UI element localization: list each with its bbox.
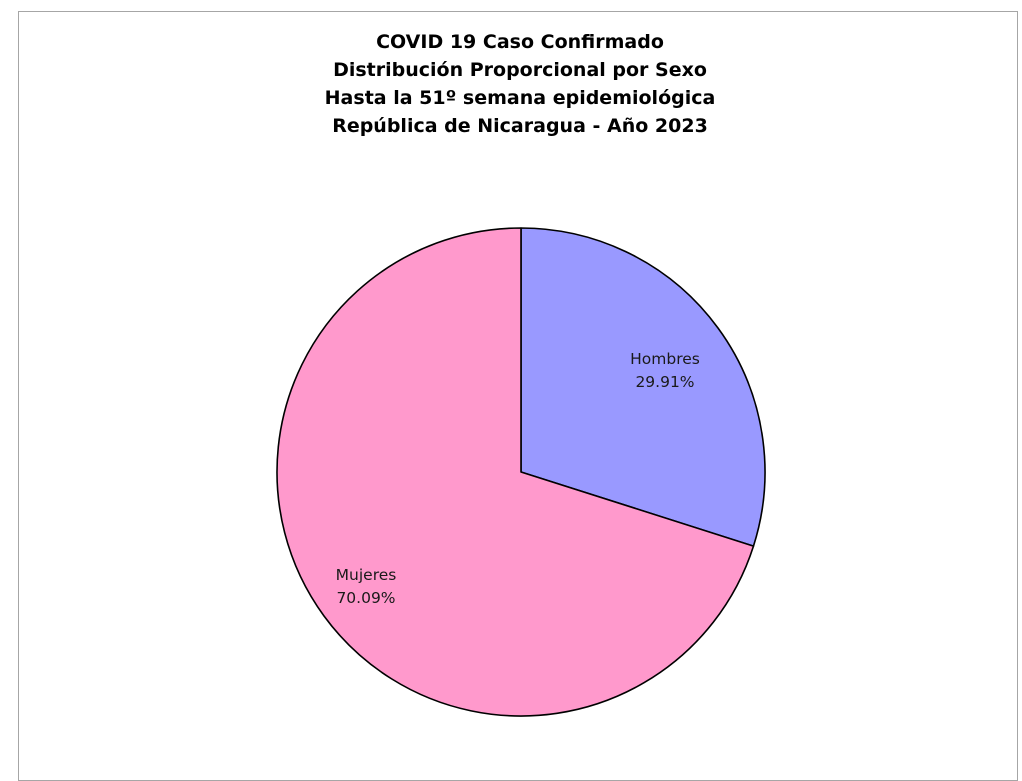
slice-label-value: 70.09%	[336, 589, 395, 607]
chart-title-line-2: Distribución Proporcional por Sexo	[333, 59, 707, 81]
slice-label-name: Mujeres	[336, 566, 397, 584]
slice-label-mujeres: Mujeres 70.09%	[336, 566, 397, 607]
pie-slice-hombres	[520, 227, 766, 547]
chart-title-line-3: Hasta la 51º semana epidemiológica	[324, 87, 716, 109]
pie-slice-mujeres	[276, 227, 755, 717]
slice-label-hombres: Hombres 29.91%	[630, 350, 700, 391]
chart-title: COVID 19 Caso Confirmado Distribución Pr…	[0, 28, 1022, 140]
chart-title-line-4: República de Nicaragua - Año 2023	[332, 115, 708, 137]
slice-label-name: Hombres	[630, 350, 700, 368]
chart-title-line-1: COVID 19 Caso Confirmado	[376, 31, 664, 53]
slice-label-value: 29.91%	[635, 373, 694, 391]
